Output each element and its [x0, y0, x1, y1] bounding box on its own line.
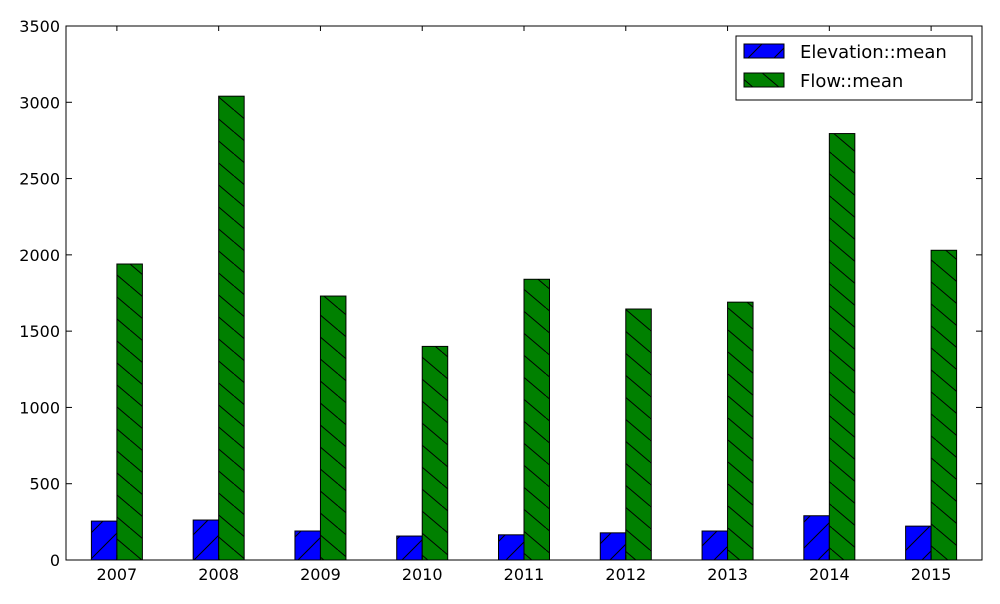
- bar-hatch: [625, 308, 652, 561]
- bar-hatch: [192, 519, 220, 561]
- legend: Elevation::mean Flow::mean: [735, 35, 973, 101]
- bar-hatch: [930, 249, 958, 561]
- bar-elevation-mean-2007: [90, 520, 118, 561]
- x-tick-label: 2010: [402, 565, 443, 584]
- x-tick-label: 2011: [504, 565, 545, 584]
- bar-flow-mean-2010: [421, 345, 449, 561]
- bar-hatch: [396, 535, 423, 561]
- bar-hatch: [905, 525, 932, 561]
- bar-hatch: [803, 515, 830, 561]
- bar-hatch: [421, 345, 449, 561]
- bar-hatch: [523, 278, 550, 561]
- x-tick-label: 2007: [97, 565, 138, 584]
- legend-label-elevation: Elevation::mean: [800, 42, 947, 63]
- bar-hatch: [498, 534, 525, 561]
- y-tick-label: 0: [50, 551, 60, 570]
- bar-elevation-mean-2013: [701, 530, 729, 561]
- bar-elevation-mean-2008: [192, 519, 220, 561]
- bar-hatch: [294, 530, 321, 561]
- x-tick-label: 2012: [605, 565, 646, 584]
- x-tick-label: 2013: [707, 565, 748, 584]
- bar-hatch: [828, 133, 856, 561]
- legend-item-flow: Flow::mean: [743, 71, 903, 92]
- bar-hatch: [701, 530, 729, 561]
- bar-flow-mean-2008: [218, 95, 245, 561]
- bar-hatch: [599, 532, 627, 561]
- y-tick-label: 1000: [19, 398, 60, 417]
- bar-flow-mean-2009: [319, 295, 347, 561]
- bar-hatch: [116, 263, 143, 561]
- bar-elevation-mean-2015: [905, 525, 932, 561]
- bar-hatch: [319, 295, 347, 561]
- x-tick-label: 2009: [300, 565, 341, 584]
- x-tick-label: 2014: [809, 565, 850, 584]
- y-tick-label: 3000: [19, 93, 60, 112]
- y-tick-label: 500: [29, 475, 60, 494]
- bar-elevation-mean-2014: [803, 515, 830, 561]
- x-tick-label: 2008: [198, 565, 239, 584]
- ticks-layer: 2007 2008 2009 2010 2011 2012 2013 2014 2015 0 500…: [19, 17, 982, 584]
- bar-hatch: [218, 95, 245, 561]
- y-tick-label: 2000: [19, 246, 60, 265]
- bar-flow-mean-2014: [828, 133, 856, 561]
- y-tick-label: 1500: [19, 322, 60, 341]
- legend-item-elevation: Elevation::mean: [743, 42, 947, 63]
- bar-flow-mean-2015: [930, 249, 958, 561]
- x-tick-label: 2015: [911, 565, 952, 584]
- bar-flow-mean-2012: [625, 308, 652, 561]
- bar-elevation-mean-2011: [498, 534, 525, 561]
- bar-flow-mean-2007: [116, 263, 143, 561]
- bars-layer: [90, 95, 958, 561]
- bar-flow-mean-2013: [727, 301, 754, 561]
- y-tick-label: 3500: [19, 17, 60, 36]
- bar-hatch: [90, 520, 118, 561]
- legend-label-flow: Flow::mean: [800, 71, 903, 92]
- bar-hatch: [727, 301, 754, 561]
- bar-elevation-mean-2010: [396, 535, 423, 561]
- bar-elevation-mean-2009: [294, 530, 321, 561]
- bar-elevation-mean-2012: [599, 532, 627, 561]
- y-tick-label: 2500: [19, 170, 60, 189]
- bar-flow-mean-2011: [523, 278, 550, 561]
